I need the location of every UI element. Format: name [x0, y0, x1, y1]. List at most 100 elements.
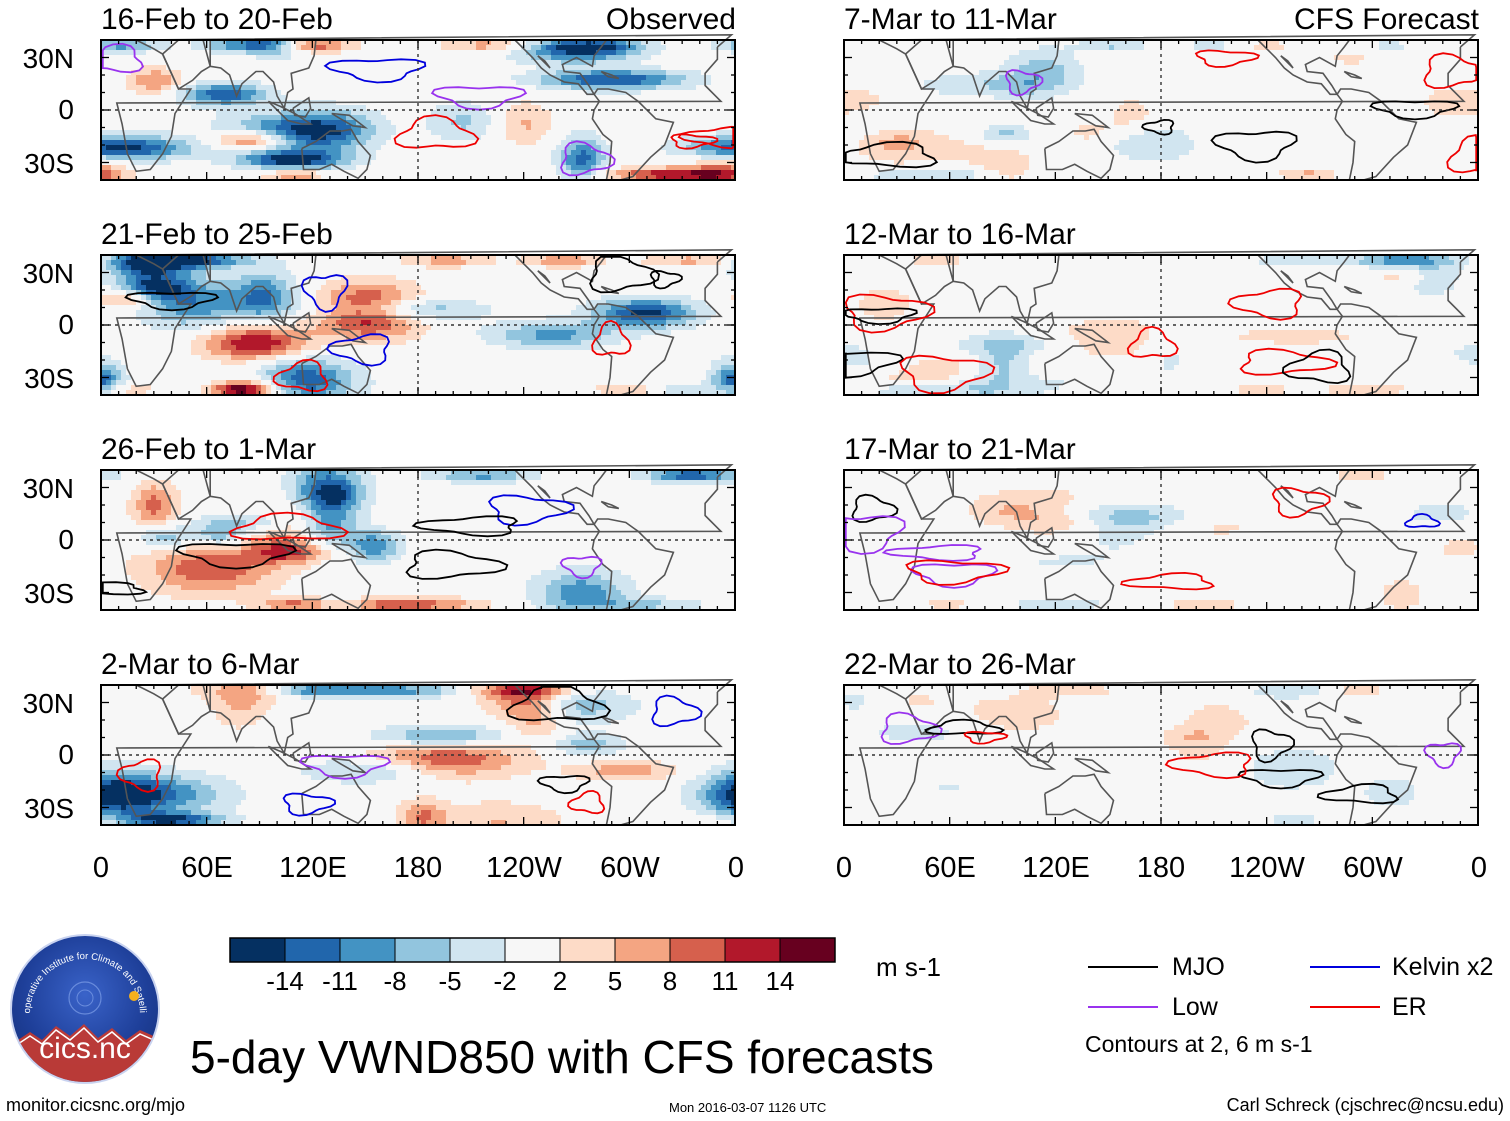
anomaly-cell	[291, 135, 296, 140]
anomaly-cell	[681, 385, 686, 390]
anomaly-cell	[251, 340, 256, 345]
anomaly-cell	[116, 150, 121, 155]
anomaly-cell	[466, 310, 471, 315]
anomaly-cell	[356, 325, 361, 330]
anomaly-cell	[141, 130, 146, 135]
anomaly-cell	[101, 130, 106, 135]
anomaly-cell	[541, 255, 546, 260]
anomaly-cell	[436, 475, 441, 480]
anomaly-cell	[271, 575, 276, 580]
anomaly-cell	[296, 170, 301, 175]
anomaly-cell	[446, 135, 451, 140]
anomaly-cell	[396, 325, 401, 330]
anomaly-cell	[306, 150, 311, 155]
anomaly-cell	[166, 320, 171, 325]
anomaly-cell	[241, 350, 246, 355]
anomaly-cell	[726, 390, 731, 395]
anomaly-cell	[461, 255, 466, 260]
anomaly-cell	[351, 125, 356, 130]
anomaly-cell	[616, 575, 621, 580]
anomaly-cell	[216, 380, 221, 385]
anomaly-cell	[131, 570, 136, 575]
anomaly-cell	[166, 80, 171, 85]
anomaly-cell	[551, 575, 556, 580]
anomaly-cell	[161, 290, 166, 295]
anomaly-cell	[166, 585, 171, 590]
anomaly-cell	[351, 155, 356, 160]
anomaly-cell	[131, 260, 136, 265]
anomaly-cell	[211, 260, 216, 265]
anomaly-cell	[641, 80, 646, 85]
anomaly-cell	[621, 595, 626, 600]
anomaly-cell	[566, 45, 571, 50]
anomaly-cell	[161, 550, 166, 555]
anomaly-cell	[206, 390, 211, 395]
anomaly-cell	[121, 265, 126, 270]
anomaly-cell	[551, 345, 556, 350]
anomaly-cell	[331, 160, 336, 165]
anomaly-cell	[316, 115, 321, 120]
anomaly-cell	[211, 550, 216, 555]
anomaly-cell	[181, 265, 186, 270]
anomaly-cell	[256, 355, 261, 360]
anomaly-cell	[141, 295, 146, 300]
anomaly-cell	[606, 315, 611, 320]
anomaly-cell	[466, 135, 471, 140]
anomaly-cell	[146, 490, 151, 495]
anomaly-cell	[721, 355, 726, 360]
anomaly-cell	[166, 255, 171, 260]
anomaly-cell	[561, 150, 566, 155]
anomaly-cell	[251, 45, 256, 50]
anomaly-cell	[436, 105, 441, 110]
anomaly-cell	[361, 290, 366, 295]
anomaly-cell	[511, 130, 516, 135]
anomaly-cell	[661, 315, 666, 320]
anomaly-cell	[296, 175, 301, 180]
anomaly-cell	[236, 160, 241, 165]
anomaly-cell	[386, 290, 391, 295]
anomaly-cell	[106, 150, 111, 155]
anomaly-cell	[721, 45, 726, 50]
anomaly-cell	[156, 500, 161, 505]
anomaly-cell	[686, 320, 691, 325]
anomaly-cell	[356, 505, 361, 510]
anomaly-cell	[161, 515, 166, 520]
anomaly-cell	[291, 555, 296, 560]
anomaly-cell	[311, 510, 316, 515]
anomaly-cell	[361, 540, 366, 545]
anomaly-cell	[311, 325, 316, 330]
anomaly-cell	[246, 560, 251, 565]
anomaly-cell	[631, 60, 636, 65]
anomaly-cell	[331, 295, 336, 300]
anomaly-cell	[221, 80, 226, 85]
anomaly-cell	[716, 255, 721, 260]
anomaly-cell	[211, 85, 216, 90]
anomaly-cell	[706, 475, 711, 480]
anomaly-cell	[331, 335, 336, 340]
anomaly-cell	[696, 75, 701, 80]
anomaly-cell	[646, 40, 651, 45]
anomaly-cell	[291, 290, 296, 295]
anomaly-cell	[266, 45, 271, 50]
anomaly-cell	[686, 470, 691, 475]
anomaly-cell	[251, 525, 256, 530]
anomaly-cell	[156, 65, 161, 70]
anomaly-cell	[321, 515, 326, 520]
anomaly-cell	[156, 270, 161, 275]
anomaly-cell	[541, 110, 546, 115]
anomaly-cell	[326, 300, 331, 305]
anomaly-cell	[246, 310, 251, 315]
anomaly-cell	[176, 95, 181, 100]
anomaly-cell	[196, 590, 201, 595]
anomaly-cell	[256, 290, 261, 295]
anomaly-cell	[266, 390, 271, 395]
anomaly-cell	[536, 335, 541, 340]
anomaly-cell	[686, 260, 691, 265]
anomaly-cell	[141, 510, 146, 515]
anomaly-cell	[461, 115, 466, 120]
anomaly-cell	[256, 595, 261, 600]
anomaly-cell	[141, 135, 146, 140]
anomaly-cell	[201, 95, 206, 100]
anomaly-cell	[301, 505, 306, 510]
anomaly-cell	[656, 605, 661, 610]
